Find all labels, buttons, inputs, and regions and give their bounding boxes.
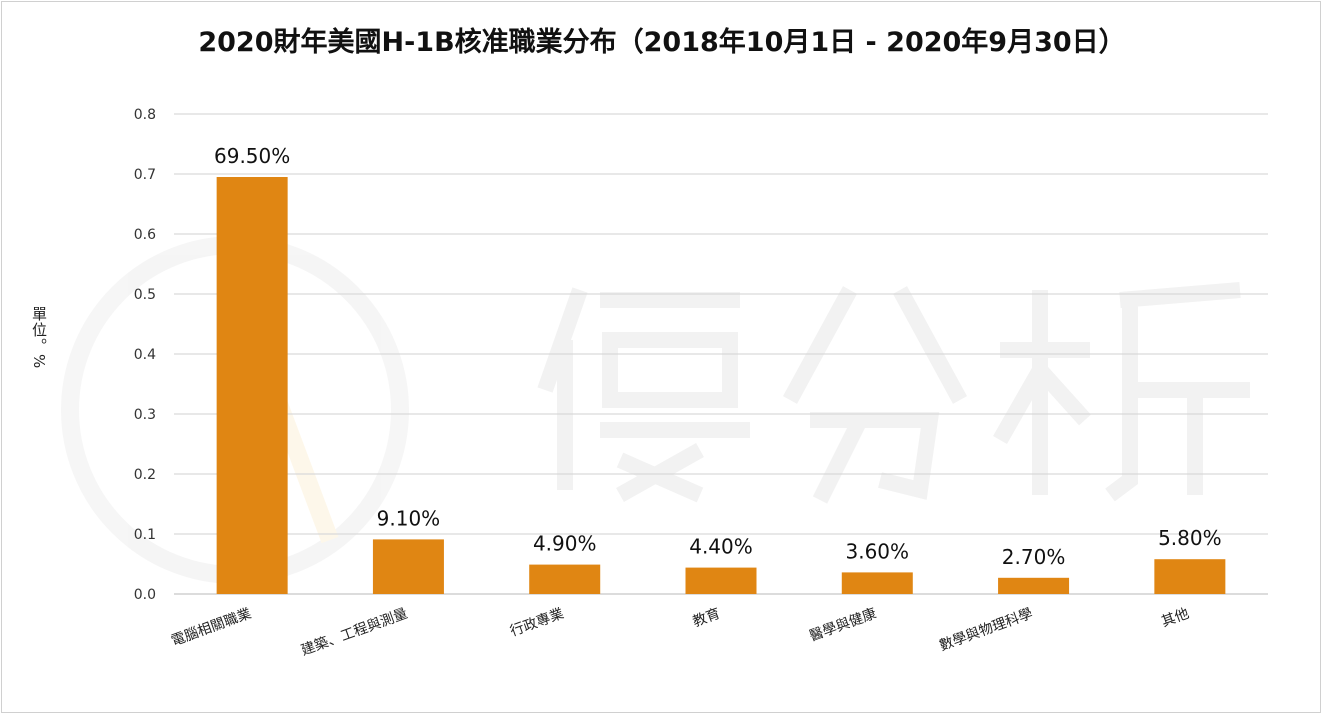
bar [372, 539, 444, 594]
y-tick-label: 0.6 [134, 227, 156, 243]
x-tick-label: 數學與物理科學 [937, 606, 1035, 655]
x-tick-label: 行政專業 [508, 606, 566, 640]
y-tick-label: 0.1 [134, 527, 156, 543]
watermark-lettering-graphic [537, 282, 1250, 504]
data-label: 3.60% [846, 539, 910, 563]
x-tick-label: 醫學與健康 [807, 605, 879, 645]
data-label: 9.10% [377, 506, 441, 530]
x-tick-label: 其他 [1159, 606, 1191, 631]
data-label: 4.40% [689, 535, 753, 559]
bar [685, 567, 757, 594]
y-tick-label: 0.7 [134, 167, 156, 183]
bar [1154, 559, 1226, 594]
data-label: 2.70% [1002, 545, 1066, 569]
bar [529, 564, 601, 594]
y-tick-label: 0.5 [134, 287, 156, 303]
x-tick-label: 電腦相關職業 [169, 606, 253, 650]
y-tick-label: 0.2 [134, 467, 156, 483]
bar [841, 572, 913, 594]
bar [998, 577, 1070, 594]
y-tick-label: 0.0 [134, 587, 156, 603]
y-tick-label: 0.4 [134, 347, 156, 363]
data-label: 5.80% [1158, 526, 1222, 550]
y-tick-label: 0.3 [134, 407, 156, 423]
x-tick-label: 建築、工程與測量 [299, 606, 410, 659]
data-label: 69.50% [214, 144, 290, 168]
data-label: 4.90% [533, 532, 597, 556]
x-tick-label: 教育 [691, 606, 723, 631]
y-tick-label: 0.8 [134, 107, 156, 123]
chart-title: 2020財年美國H-1B核准職業分布（2018年10月1日 - 2020年9月3… [198, 27, 1126, 58]
y-axis-label: 單位。% [30, 306, 48, 370]
bar [216, 177, 288, 594]
